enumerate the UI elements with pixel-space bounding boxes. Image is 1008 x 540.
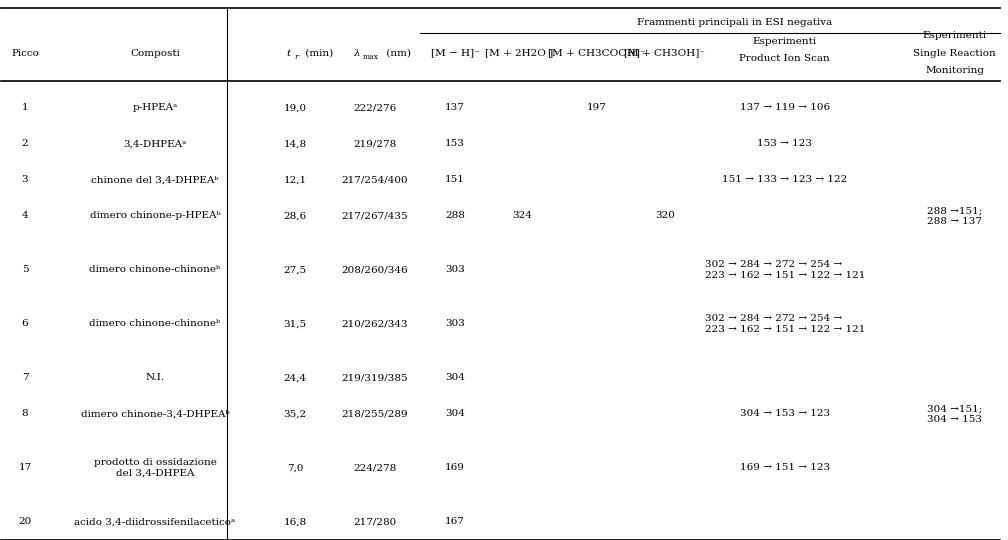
Text: 35,2: 35,2: [283, 409, 306, 418]
Text: 302 → 284 → 272 → 254 →
223 → 162 → 151 → 122 → 121: 302 → 284 → 272 → 254 → 223 → 162 → 151 …: [705, 260, 865, 280]
Text: (nm): (nm): [383, 49, 411, 57]
Text: 288: 288: [445, 212, 465, 220]
Text: 304: 304: [445, 374, 465, 382]
Text: 12,1: 12,1: [283, 176, 306, 185]
Text: 217/254/400: 217/254/400: [342, 176, 408, 185]
Text: 304 → 153 → 123: 304 → 153 → 123: [740, 409, 830, 418]
Text: Product Ion Scan: Product Ion Scan: [740, 55, 831, 64]
Text: 303: 303: [445, 266, 465, 274]
Text: 19,0: 19,0: [283, 104, 306, 112]
Text: 320: 320: [655, 212, 674, 220]
Text: Picco: Picco: [11, 49, 39, 57]
Text: 137 → 119 → 106: 137 → 119 → 106: [740, 104, 830, 112]
Text: 4: 4: [22, 212, 28, 220]
Text: acido 3,4-diidrossifenilaceticoᵃ: acido 3,4-diidrossifenilaceticoᵃ: [75, 517, 236, 526]
Text: prodotto di ossidazione
del 3,4-DHPEA: prodotto di ossidazione del 3,4-DHPEA: [94, 458, 217, 478]
Text: Esperimenti: Esperimenti: [753, 37, 816, 45]
Text: dimero chinone-chinoneᵇ: dimero chinone-chinoneᵇ: [90, 320, 221, 328]
Text: 2: 2: [22, 139, 28, 148]
Text: 20: 20: [18, 517, 31, 526]
Text: 324: 324: [512, 212, 532, 220]
Text: 153: 153: [445, 139, 465, 148]
Text: 218/255/289: 218/255/289: [342, 409, 408, 418]
Text: 210/262/343: 210/262/343: [342, 320, 408, 328]
Text: 217/280: 217/280: [353, 517, 396, 526]
Text: 27,5: 27,5: [283, 266, 306, 274]
Text: dimero chinone-p-HPEAᵇ: dimero chinone-p-HPEAᵇ: [90, 212, 221, 220]
Text: 17: 17: [18, 463, 31, 472]
Text: chinone del 3,4-DHPEAᵇ: chinone del 3,4-DHPEAᵇ: [91, 176, 219, 185]
Text: 24,4: 24,4: [283, 374, 306, 382]
Text: 219/319/385: 219/319/385: [342, 374, 408, 382]
Text: 167: 167: [445, 517, 465, 526]
Text: dimero chinone-3,4-DHPEAᵇ: dimero chinone-3,4-DHPEAᵇ: [81, 409, 229, 418]
Text: t: t: [287, 49, 291, 57]
Text: [M + 2H2O ]⁻: [M + 2H2O ]⁻: [485, 49, 558, 57]
Text: 28,6: 28,6: [283, 212, 306, 220]
Text: 304: 304: [445, 409, 465, 418]
Text: Esperimenti: Esperimenti: [922, 30, 987, 39]
Text: 3,4-DHPEAᵃ: 3,4-DHPEAᵃ: [123, 139, 186, 148]
Text: Composti: Composti: [130, 49, 179, 57]
Text: 222/276: 222/276: [353, 104, 396, 112]
Text: [M + CH3COOH]⁻: [M + CH3COOH]⁻: [548, 49, 645, 57]
Text: 151 → 133 → 123 → 122: 151 → 133 → 123 → 122: [722, 176, 848, 185]
Text: max: max: [363, 53, 379, 61]
Text: 14,8: 14,8: [283, 139, 306, 148]
Text: 217/267/435: 217/267/435: [342, 212, 408, 220]
Text: 224/278: 224/278: [353, 463, 396, 472]
Text: 8: 8: [22, 409, 28, 418]
Text: 31,5: 31,5: [283, 320, 306, 328]
Text: 302 → 284 → 272 → 254 →
223 → 162 → 151 → 122 → 121: 302 → 284 → 272 → 254 → 223 → 162 → 151 …: [705, 314, 865, 334]
Text: 169 → 151 → 123: 169 → 151 → 123: [740, 463, 830, 472]
Text: 288 →151;
288 → 137: 288 →151; 288 → 137: [927, 206, 983, 226]
Text: 208/260/346: 208/260/346: [342, 266, 408, 274]
Text: 5: 5: [22, 266, 28, 274]
Text: 1: 1: [22, 104, 28, 112]
Text: [M + CH3OH]⁻: [M + CH3OH]⁻: [624, 49, 706, 57]
Text: 151: 151: [445, 176, 465, 185]
Text: dimero chinone-chinoneᵇ: dimero chinone-chinoneᵇ: [90, 266, 221, 274]
Text: 169: 169: [445, 463, 465, 472]
Text: r: r: [294, 53, 298, 61]
Text: 303: 303: [445, 320, 465, 328]
Text: Single Reaction: Single Reaction: [913, 49, 996, 57]
Text: 153 → 123: 153 → 123: [757, 139, 812, 148]
Text: N.I.: N.I.: [145, 374, 164, 382]
Text: 16,8: 16,8: [283, 517, 306, 526]
Text: Monitoring: Monitoring: [925, 66, 984, 76]
Text: 137: 137: [445, 104, 465, 112]
Text: [M − H]⁻: [M − H]⁻: [430, 49, 479, 57]
Text: p-HPEAᵃ: p-HPEAᵃ: [132, 104, 177, 112]
Text: 6: 6: [22, 320, 28, 328]
Text: 219/278: 219/278: [353, 139, 396, 148]
Text: λ: λ: [353, 49, 360, 57]
Text: (min): (min): [302, 49, 334, 57]
Text: 3: 3: [22, 176, 28, 185]
Text: 7: 7: [22, 374, 28, 382]
Text: 7,0: 7,0: [286, 463, 303, 472]
Text: 304 →151;
304 → 153: 304 →151; 304 → 153: [927, 404, 983, 424]
Text: 197: 197: [587, 104, 607, 112]
Text: Frammenti principali in ESI negativa: Frammenti principali in ESI negativa: [637, 18, 833, 27]
